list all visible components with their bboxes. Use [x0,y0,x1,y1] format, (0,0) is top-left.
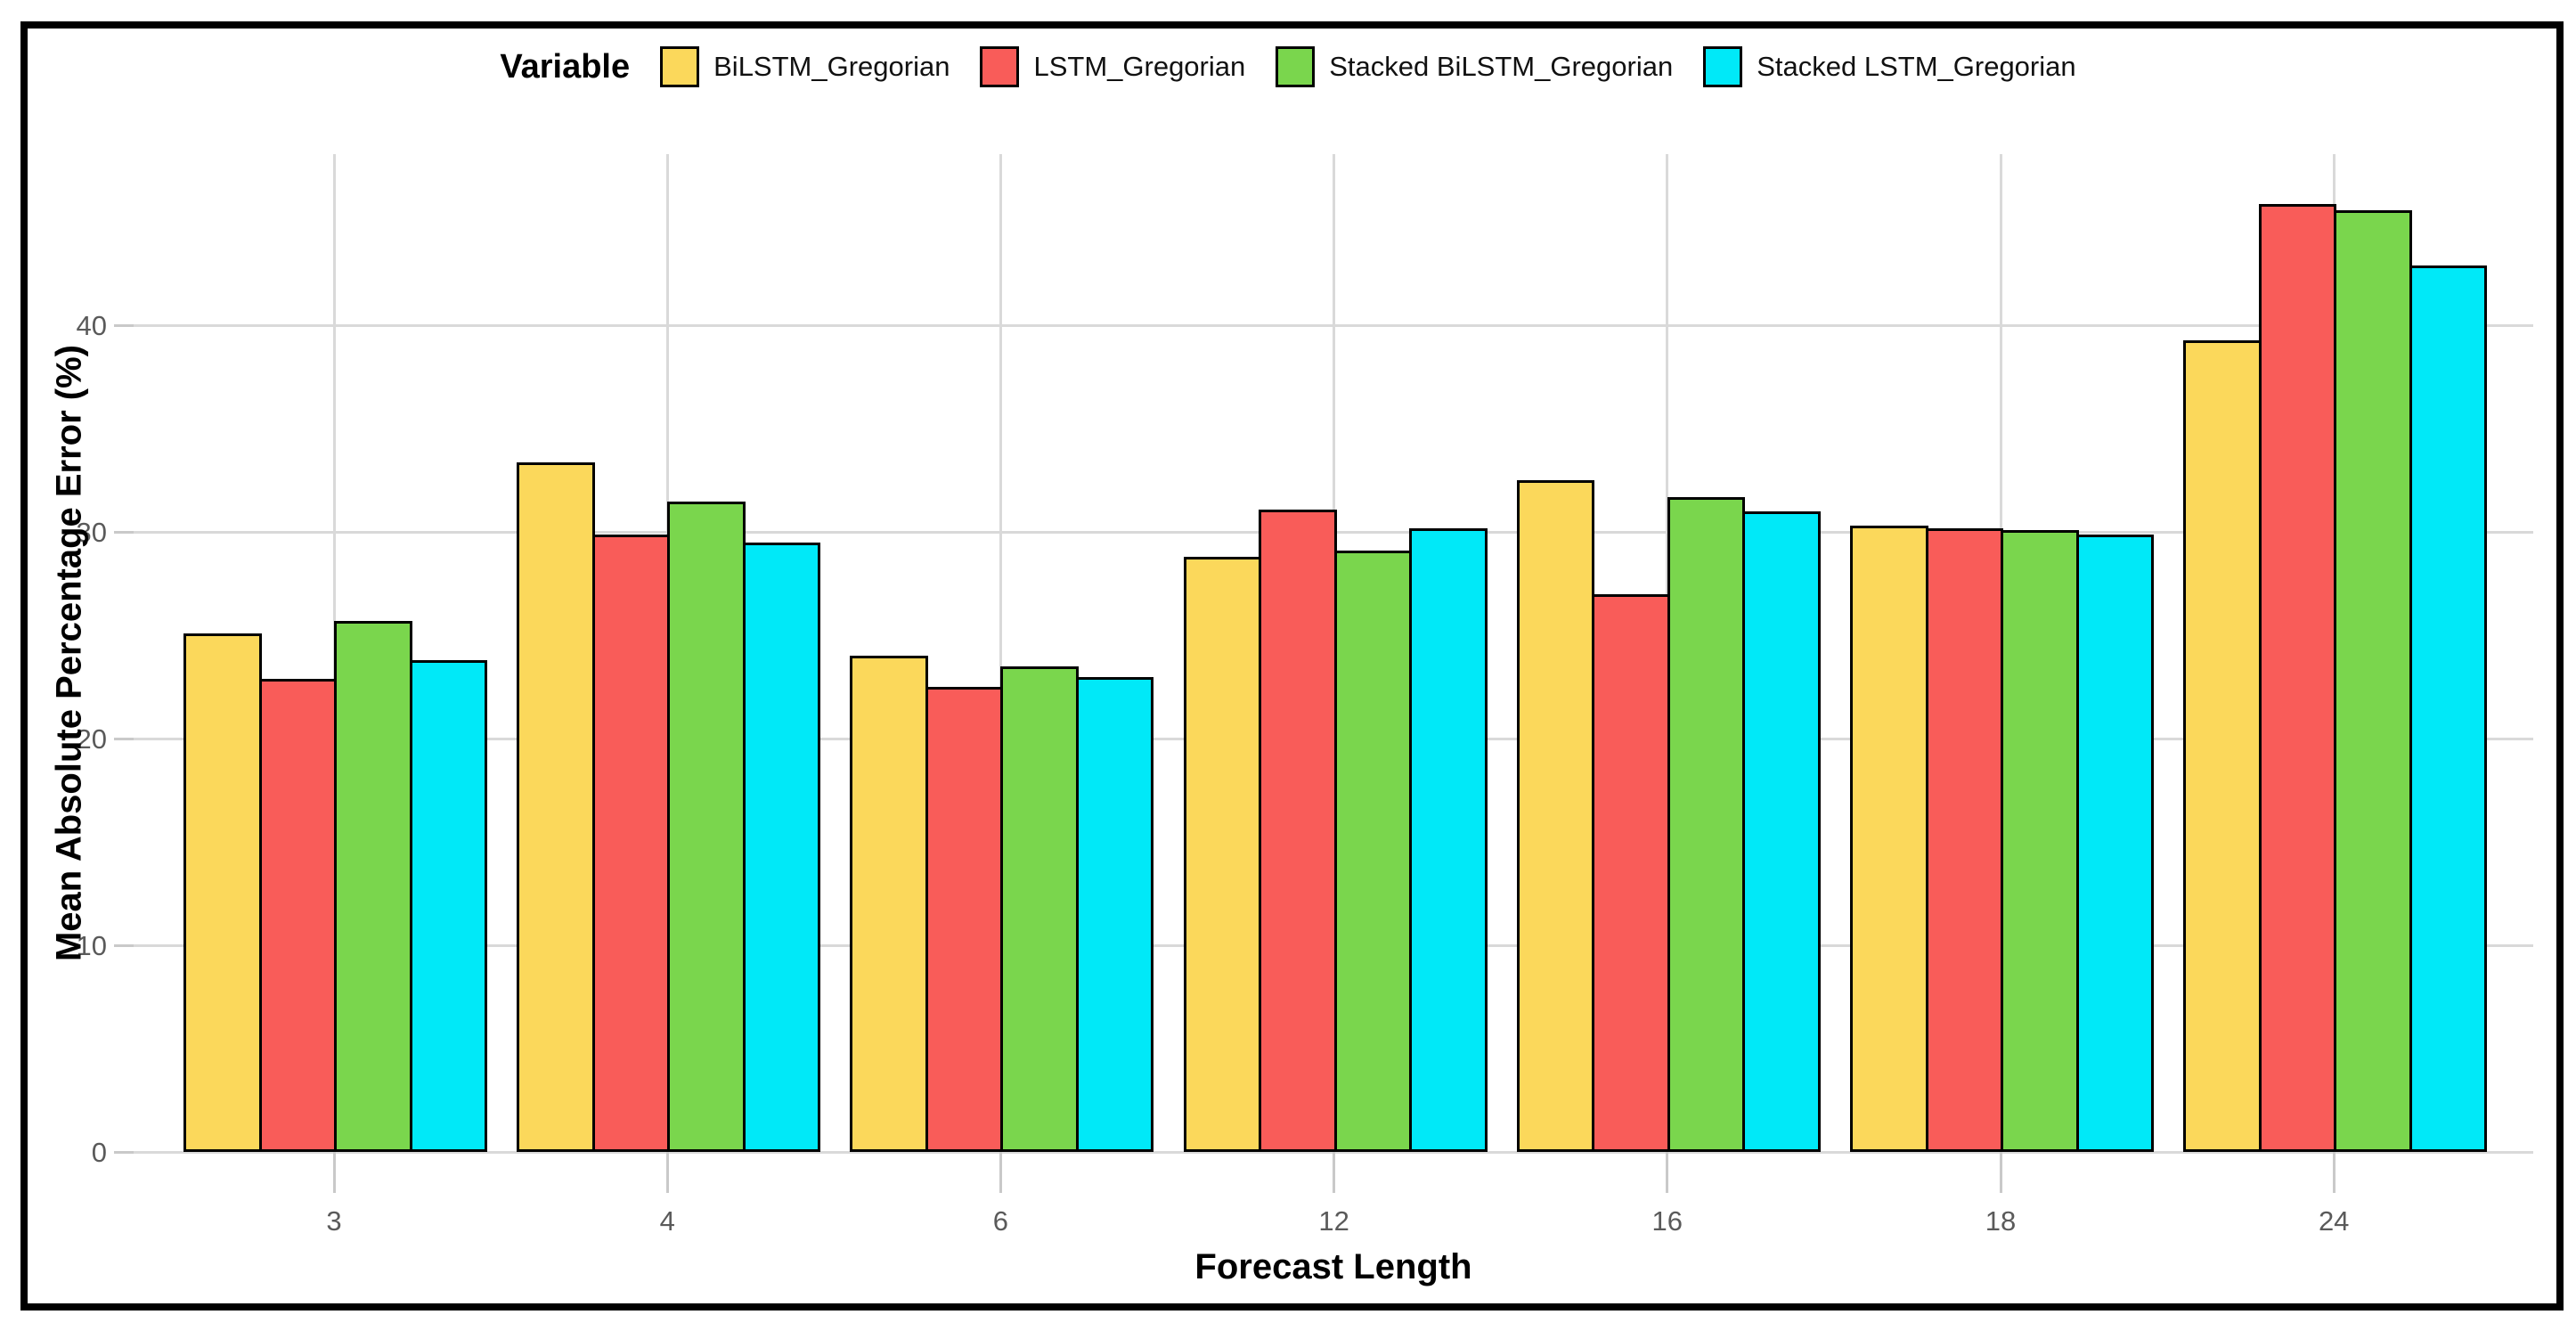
legend-swatch-Stacked LSTM_Gregorian [1703,46,1743,87]
y-tick-label: 20 [76,723,107,755]
y-tick-label: 30 [76,516,107,548]
bar-BiLSTM_Gregorian-x18 [1850,526,1928,1152]
x-tick-mark [1666,1152,1669,1193]
x-axis-title: Forecast Length [1194,1247,1472,1286]
y-tick-label: 40 [76,309,107,341]
y-tick-mark [114,530,134,534]
bar-LSTM_Gregorian-x24 [2258,203,2337,1152]
bar-LSTM_Gregorian-x3 [258,679,337,1152]
bar-BiLSTM_Gregorian-x6 [850,656,928,1152]
bar-Stacked LSTM_Gregorian-x18 [2075,534,2154,1152]
bar-Stacked BiLSTM_Gregorian-x16 [1667,496,1746,1152]
bar-Stacked BiLSTM_Gregorian-x4 [667,501,746,1152]
x-tick-mark [999,1152,1002,1193]
bar-Stacked LSTM_Gregorian-x12 [1409,527,1488,1152]
legend-title: Variable [500,47,631,86]
x-tick-label: 4 [659,1205,675,1237]
x-tick-mark [332,1152,336,1193]
y-tick-mark [114,323,134,327]
legend-label: Stacked LSTM_Gregorian [1757,51,2076,82]
bar-Stacked LSTM_Gregorian-x24 [2409,265,2488,1152]
bar-Stacked LSTM_Gregorian-x3 [409,660,487,1152]
legend-item-LSTM_Gregorian: LSTM_Gregorian [980,46,1245,87]
x-tick-label: 3 [326,1205,342,1237]
x-tick-label: 16 [1651,1205,1683,1237]
y-tick-mark [114,943,134,947]
bar-Stacked LSTM_Gregorian-x4 [742,542,821,1152]
plot-area [134,154,2533,1154]
bar-Stacked BiLSTM_Gregorian-x12 [1333,551,1413,1152]
legend: Variable BiLSTM_Gregorian LSTM_Gregorian S… [0,46,2576,87]
bar-Stacked LSTM_Gregorian-x6 [1075,676,1154,1152]
bar-LSTM_Gregorian-x6 [925,687,1004,1152]
x-tick-mark [665,1152,669,1193]
legend-item-Stacked BiLSTM_Gregorian: Stacked BiLSTM_Gregorian [1276,46,1673,87]
legend-label: LSTM_Gregorian [1033,51,1246,82]
bar-Stacked BiLSTM_Gregorian-x24 [2334,209,2412,1152]
bar-LSTM_Gregorian-x16 [1592,593,1670,1152]
bar-BiLSTM_Gregorian-x4 [517,461,595,1152]
legend-label: BiLSTM_Gregorian [713,51,950,82]
bar-LSTM_Gregorian-x12 [1259,509,1337,1152]
bar-BiLSTM_Gregorian-x12 [1183,557,1262,1152]
bar-Stacked BiLSTM_Gregorian-x18 [2001,530,2079,1152]
x-tick-label: 18 [1985,1205,2017,1237]
x-tick-label: 6 [992,1205,1009,1237]
y-tick-label: 0 [91,1136,107,1168]
bar-BiLSTM_Gregorian-x16 [1516,480,1595,1152]
y-tick-mark [114,737,134,740]
legend-label: Stacked BiLSTM_Gregorian [1329,51,1674,82]
x-tick-mark [2332,1152,2336,1193]
y-tick-mark [114,1150,134,1154]
x-tick-mark [1333,1152,1336,1193]
y-axis-title: Mean Absolute Percentage Error (%) [49,344,89,962]
legend-swatch-LSTM_Gregorian [980,46,1020,87]
x-tick-mark [1999,1152,2002,1193]
bar-BiLSTM_Gregorian-x24 [2183,339,2262,1152]
legend-swatch-Stacked BiLSTM_Gregorian [1276,46,1316,87]
bar-Stacked LSTM_Gregorian-x16 [1742,511,1821,1152]
bar-LSTM_Gregorian-x4 [591,534,671,1152]
x-tick-label: 12 [1318,1205,1349,1237]
legend-swatch-BiLSTM_Gregorian [660,46,700,87]
bar-BiLSTM_Gregorian-x3 [183,633,262,1152]
legend-item-BiLSTM_Gregorian: BiLSTM_Gregorian [660,46,950,87]
legend-item-Stacked LSTM_Gregorian: Stacked LSTM_Gregorian [1703,46,2076,87]
bar-LSTM_Gregorian-x18 [1925,527,2003,1152]
bar-Stacked BiLSTM_Gregorian-x3 [334,621,412,1152]
y-tick-label: 10 [76,929,107,961]
gridline-vertical [999,154,1002,1152]
x-tick-label: 24 [2318,1205,2350,1237]
bar-Stacked BiLSTM_Gregorian-x6 [1000,666,1079,1152]
